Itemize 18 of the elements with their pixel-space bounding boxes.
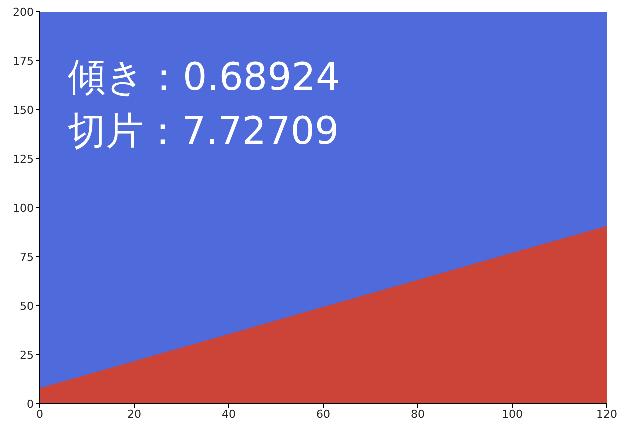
y-tick-label: 150	[13, 104, 34, 117]
x-tick-label: 0	[36, 408, 44, 421]
y-tick-label: 25	[20, 348, 34, 362]
x-tick-label: 120	[596, 408, 618, 421]
x-tick-label: 60	[316, 408, 330, 421]
x-tick-label: 20	[128, 408, 142, 421]
annotation: 切片：7.72709	[68, 108, 340, 155]
y-tick-label: 50	[20, 300, 34, 313]
y-tick-label: 0	[27, 398, 34, 411]
x-tick-label: 40	[222, 408, 236, 421]
x-tick-label: 80	[411, 408, 425, 421]
y-tick-label: 200	[13, 6, 34, 19]
y-tick-label: 125	[13, 152, 34, 166]
y-tick-label: 100	[13, 202, 34, 215]
y-tick-label: 175	[13, 54, 34, 68]
x-tick-label: 100	[502, 408, 523, 421]
annotation: 傾き：0.68924	[68, 54, 340, 101]
y-tick-label: 75	[20, 250, 34, 264]
